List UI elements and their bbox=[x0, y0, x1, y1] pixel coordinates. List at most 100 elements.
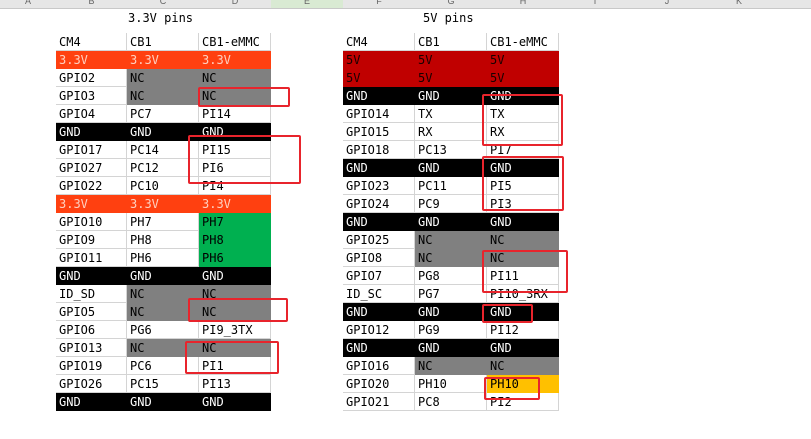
column-header-h[interactable]: H bbox=[519, 0, 527, 6]
table-cell[interactable]: PC15 bbox=[127, 375, 199, 393]
table-cell[interactable]: PC7 bbox=[127, 105, 199, 123]
table-cell[interactable]: GPIO22 bbox=[56, 177, 127, 195]
table-cell[interactable]: GND bbox=[415, 87, 487, 105]
table-cell[interactable]: GND bbox=[415, 159, 487, 177]
table-cell[interactable]: NC bbox=[487, 231, 559, 249]
column-header-e[interactable]: E bbox=[271, 0, 343, 8]
table-cell[interactable]: GND bbox=[127, 393, 199, 411]
table-cell[interactable]: ID_SD bbox=[56, 285, 127, 303]
table-cell[interactable]: PH10 bbox=[415, 375, 487, 393]
table-cell[interactable]: NC bbox=[415, 249, 487, 267]
table-cell[interactable]: GPIO15 bbox=[343, 123, 415, 141]
table-cell[interactable]: GND bbox=[343, 87, 415, 105]
table-cell[interactable]: PC6 bbox=[127, 357, 199, 375]
table-cell[interactable]: 3.3V bbox=[127, 195, 199, 213]
table-cell[interactable]: NC bbox=[415, 357, 487, 375]
table-cell[interactable]: GND bbox=[415, 303, 487, 321]
table-cell[interactable]: PI6 bbox=[199, 159, 271, 177]
table-cell[interactable]: PI10_3RX bbox=[487, 285, 559, 303]
column-header-d[interactable]: D bbox=[231, 0, 239, 6]
header-cell[interactable]: CB1-eMMC bbox=[487, 33, 559, 51]
table-cell[interactable]: PH7 bbox=[127, 213, 199, 231]
table-cell[interactable]: GPIO12 bbox=[343, 321, 415, 339]
column-header-k[interactable]: K bbox=[735, 0, 742, 6]
table-cell[interactable]: GPIO20 bbox=[343, 375, 415, 393]
table-cell[interactable]: GPIO4 bbox=[56, 105, 127, 123]
table-cell[interactable]: GPIO21 bbox=[343, 393, 415, 411]
table-cell[interactable]: GPIO27 bbox=[56, 159, 127, 177]
table-cell[interactable]: PG8 bbox=[415, 267, 487, 285]
table-cell[interactable]: 5V bbox=[487, 51, 559, 69]
table-cell[interactable]: PC9 bbox=[415, 195, 487, 213]
table-cell[interactable]: PH7 bbox=[199, 213, 271, 231]
table-cell[interactable]: GND bbox=[56, 267, 127, 285]
table-cell[interactable]: PC14 bbox=[127, 141, 199, 159]
table-cell[interactable]: GND bbox=[487, 303, 559, 321]
column-header-g[interactable]: G bbox=[447, 0, 455, 6]
table-cell[interactable]: GND bbox=[56, 393, 127, 411]
table-cell[interactable]: NC bbox=[415, 231, 487, 249]
table-cell[interactable]: GND bbox=[127, 123, 199, 141]
table-cell[interactable]: PH6 bbox=[127, 249, 199, 267]
table-cell[interactable]: 5V bbox=[415, 51, 487, 69]
table-cell[interactable]: PC13 bbox=[415, 141, 487, 159]
table-cell[interactable]: GPIO18 bbox=[343, 141, 415, 159]
table-cell[interactable]: GPIO17 bbox=[56, 141, 127, 159]
table-cell[interactable]: GND bbox=[343, 159, 415, 177]
table-cell[interactable]: 5V bbox=[487, 69, 559, 87]
table-cell[interactable]: GPIO5 bbox=[56, 303, 127, 321]
column-header-i[interactable]: I bbox=[593, 0, 597, 6]
table-cell[interactable]: NC bbox=[127, 87, 199, 105]
table-cell[interactable]: PI3 bbox=[487, 195, 559, 213]
table-cell[interactable]: GPIO6 bbox=[56, 321, 127, 339]
table-cell[interactable]: NC bbox=[487, 249, 559, 267]
column-header-j[interactable]: J bbox=[664, 0, 670, 6]
table-cell[interactable]: 3.3V bbox=[56, 195, 127, 213]
table-cell[interactable]: GPIO2 bbox=[56, 69, 127, 87]
table-cell[interactable]: GND bbox=[415, 339, 487, 357]
table-cell[interactable]: GPIO24 bbox=[343, 195, 415, 213]
table-cell[interactable]: ID_SC bbox=[343, 285, 415, 303]
table-cell[interactable]: PC12 bbox=[127, 159, 199, 177]
table-cell[interactable]: PI5 bbox=[487, 177, 559, 195]
header-cell[interactable]: CB1 bbox=[415, 33, 487, 51]
table-cell[interactable]: 3.3V bbox=[56, 51, 127, 69]
table-cell[interactable]: NC bbox=[487, 357, 559, 375]
table-cell[interactable]: GPIO14 bbox=[343, 105, 415, 123]
header-cell[interactable]: CM4 bbox=[343, 33, 415, 51]
column-header-a[interactable]: A bbox=[24, 0, 31, 6]
table-cell[interactable]: GND bbox=[343, 303, 415, 321]
table-cell[interactable]: 5V bbox=[343, 51, 415, 69]
table-cell[interactable]: GPIO25 bbox=[343, 231, 415, 249]
table-cell[interactable]: 5V bbox=[415, 69, 487, 87]
header-cell[interactable]: CM4 bbox=[56, 33, 127, 51]
table-cell[interactable]: RX bbox=[487, 123, 559, 141]
table-cell[interactable]: GND bbox=[127, 267, 199, 285]
table-cell[interactable]: NC bbox=[199, 69, 271, 87]
table-cell[interactable]: GPIO23 bbox=[343, 177, 415, 195]
table-cell[interactable]: 3.3V bbox=[127, 51, 199, 69]
table-cell[interactable]: GPIO9 bbox=[56, 231, 127, 249]
table-cell[interactable]: TX bbox=[487, 105, 559, 123]
table-cell[interactable]: PH8 bbox=[127, 231, 199, 249]
table-cell[interactable]: GPIO7 bbox=[343, 267, 415, 285]
table-cell[interactable]: PH6 bbox=[199, 249, 271, 267]
table-cell[interactable]: PI14 bbox=[199, 105, 271, 123]
table-cell[interactable]: GND bbox=[56, 123, 127, 141]
table-cell[interactable]: GND bbox=[343, 213, 415, 231]
table-cell[interactable]: GND bbox=[487, 87, 559, 105]
table-cell[interactable]: NC bbox=[127, 69, 199, 87]
table-cell[interactable]: NC bbox=[199, 87, 271, 105]
table-cell[interactable]: NC bbox=[127, 339, 199, 357]
table-cell[interactable]: TX bbox=[415, 105, 487, 123]
column-header-c[interactable]: C bbox=[159, 0, 167, 6]
table-cell[interactable]: GPIO26 bbox=[56, 375, 127, 393]
table-cell[interactable]: PI11 bbox=[487, 267, 559, 285]
table-cell[interactable]: GND bbox=[199, 267, 271, 285]
table-cell[interactable]: NC bbox=[127, 285, 199, 303]
table-cell[interactable]: RX bbox=[415, 123, 487, 141]
header-cell[interactable]: CB1-eMMC bbox=[199, 33, 271, 51]
table-cell[interactable]: GPIO19 bbox=[56, 357, 127, 375]
table-cell[interactable]: GND bbox=[487, 339, 559, 357]
table-cell[interactable]: PI15 bbox=[199, 141, 271, 159]
